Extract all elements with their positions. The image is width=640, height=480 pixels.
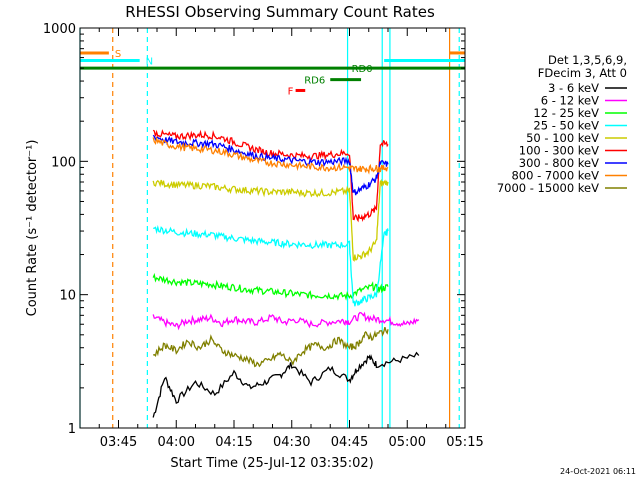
marker-label-3: RD0 <box>352 64 373 75</box>
x-tick-label-4: 04:45 <box>331 435 368 450</box>
y-tick-label-3: 1000 <box>43 22 76 37</box>
x-axis-label: Start Time (25-Jul-12 03:35:02) <box>170 456 373 471</box>
legend-label-8: 7000 - 15000 keV <box>497 181 599 195</box>
legend-header-1: FDecim 3, Att 0 <box>538 66 627 80</box>
series-line-0 <box>152 351 420 418</box>
legend-label-2: 12 - 25 keV <box>533 106 599 120</box>
marker-label-1: N <box>146 57 153 68</box>
x-axis-ticks: 03:45 04:00 04:15 04:30 04:45 05:00 05:15 <box>79 28 484 450</box>
x-tick-label-0: 03:45 <box>100 435 137 450</box>
x-tick-label-3: 04:30 <box>273 435 310 450</box>
y-axis-ticks: 1 10 100 1000 <box>43 22 465 437</box>
legend-label-6: 300 - 800 keV <box>519 156 599 170</box>
legend-header-0: Det 1,3,5,6,9, <box>548 53 627 67</box>
series-line-5 <box>152 129 389 223</box>
series-line-6 <box>152 134 389 196</box>
marker-label-0: S <box>115 49 121 60</box>
series-line-2 <box>152 272 389 301</box>
x-tick-label-2: 04:15 <box>215 435 252 450</box>
legend-label-1: 6 - 12 keV <box>541 94 599 108</box>
x-tick-label-6: 05:15 <box>446 435 483 450</box>
x-tick-label-1: 04:00 <box>158 435 195 450</box>
series-line-1 <box>152 311 420 331</box>
series-line-4 <box>152 178 389 262</box>
y-axis-label: Count Rate (s⁻¹ detector⁻¹) <box>25 140 40 317</box>
vertical-marker-lines <box>79 28 460 428</box>
marker-label-2: F <box>288 86 294 97</box>
legend-label-3: 25 - 50 keV <box>533 119 599 133</box>
legend-label-7: 800 - 7000 keV <box>511 169 599 183</box>
series-line-8 <box>152 327 389 368</box>
chart-title: RHESSI Observing Summary Count Rates <box>125 3 435 21</box>
y-tick-label-1: 10 <box>59 289 76 304</box>
series-layer <box>152 129 420 418</box>
timestamp-footer: 24-Oct-2021 06:11 <box>560 467 636 476</box>
status-markers: S N F RD0 RD6 <box>80 49 465 97</box>
y-tick-label-0: 1 <box>68 422 76 437</box>
legend: Det 1,3,5,6,9,FDecim 3, Att 03 - 6 keV6 … <box>497 53 627 195</box>
series-line-7 <box>152 135 389 175</box>
legend-label-5: 100 - 300 keV <box>519 144 599 158</box>
y-tick-label-2: 100 <box>51 155 76 170</box>
legend-label-0: 3 - 6 keV <box>548 81 599 95</box>
series-line-3 <box>153 224 389 307</box>
legend-label-4: 50 - 100 keV <box>526 131 599 145</box>
marker-label-4: RD6 <box>304 76 325 87</box>
x-tick-label-5: 05:00 <box>389 435 426 450</box>
plot-frame <box>79 27 466 429</box>
